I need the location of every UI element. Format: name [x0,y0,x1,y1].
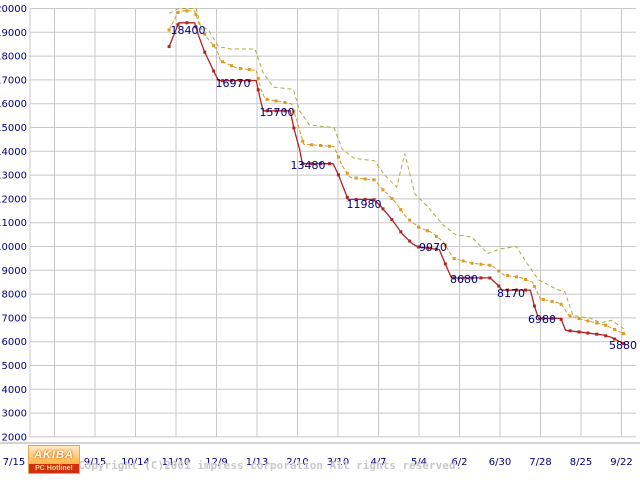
svg-text:6980: 6980 [528,313,556,326]
svg-text:5880: 5880 [609,339,637,352]
svg-text:11980: 11980 [347,198,382,211]
copyright-overlay: Copyright (C)2001 impress corporation Al… [78,431,462,480]
svg-text:3000: 3000 [2,409,27,420]
copyright-line1: Copyright (C)2001 impress corporation Al… [78,459,463,472]
svg-text:14000: 14000 [0,147,27,158]
svg-text:9/22: 9/22 [610,457,632,468]
svg-text:9970: 9970 [419,241,447,254]
svg-text:8/25: 8/25 [570,457,592,468]
svg-text:8170: 8170 [497,287,525,300]
svg-text:3/10: 3/10 [327,457,349,468]
chart-axis-labels: 20000 19000 18000 17000 16000 15000 14000 13000… [0,4,633,468]
svg-text:7/15: 7/15 [3,457,25,468]
svg-text:10/14: 10/14 [121,457,150,468]
svg-text:9/15: 9/15 [84,457,106,468]
series-average-price [167,9,626,336]
svg-text:13000: 13000 [0,171,27,182]
svg-text:20000: 20000 [0,4,27,15]
svg-text:6000: 6000 [2,337,27,348]
logo-akiba-text: AKIBA [29,446,79,464]
svg-text:13480: 13480 [291,159,326,172]
chart-gridlines [0,8,640,444]
svg-text:11000: 11000 [0,218,27,229]
svg-text:8000: 8000 [2,290,27,301]
svg-text:16970: 16970 [216,77,251,90]
svg-text:4000: 4000 [2,385,27,396]
svg-text:2/10: 2/10 [286,457,308,468]
logo-pc-hotline-text: PC Hotline! [29,464,79,473]
svg-text:4/7: 4/7 [370,457,386,468]
svg-text:15700: 15700 [260,106,295,119]
chart-data-labels: 18400 16970 15700 13480 11980 9970 8680 8170698… [171,24,638,352]
svg-text:18000: 18000 [0,52,27,63]
svg-text:2000: 2000 [2,432,27,443]
svg-text:1/13: 1/13 [246,457,268,468]
series-lowest-price [167,21,626,346]
svg-text:6/30: 6/30 [489,457,511,468]
svg-text:18400: 18400 [171,24,206,37]
svg-text:6/2: 6/2 [451,457,467,468]
series-highest-price [168,8,626,331]
svg-text:8680: 8680 [450,273,478,286]
svg-text:7000: 7000 [2,313,27,324]
svg-text:17000: 17000 [0,75,27,86]
svg-text:9000: 9000 [2,266,27,277]
svg-text:5/4: 5/4 [411,457,427,468]
svg-text:12000: 12000 [0,194,27,205]
svg-text:11/10: 11/10 [162,457,191,468]
svg-text:5000: 5000 [2,361,27,372]
svg-text:12/9: 12/9 [205,457,227,468]
svg-text:19000: 19000 [0,28,27,39]
svg-text:16000: 16000 [0,99,27,110]
akiba-pc-hotline-logo: AKIBA PC Hotline! [28,445,80,474]
svg-text:15000: 15000 [0,123,27,134]
svg-text:7/28: 7/28 [529,457,551,468]
